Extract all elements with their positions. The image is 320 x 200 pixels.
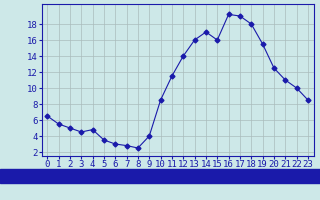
- X-axis label: Graphe des températures (°C): Graphe des températures (°C): [83, 171, 272, 181]
